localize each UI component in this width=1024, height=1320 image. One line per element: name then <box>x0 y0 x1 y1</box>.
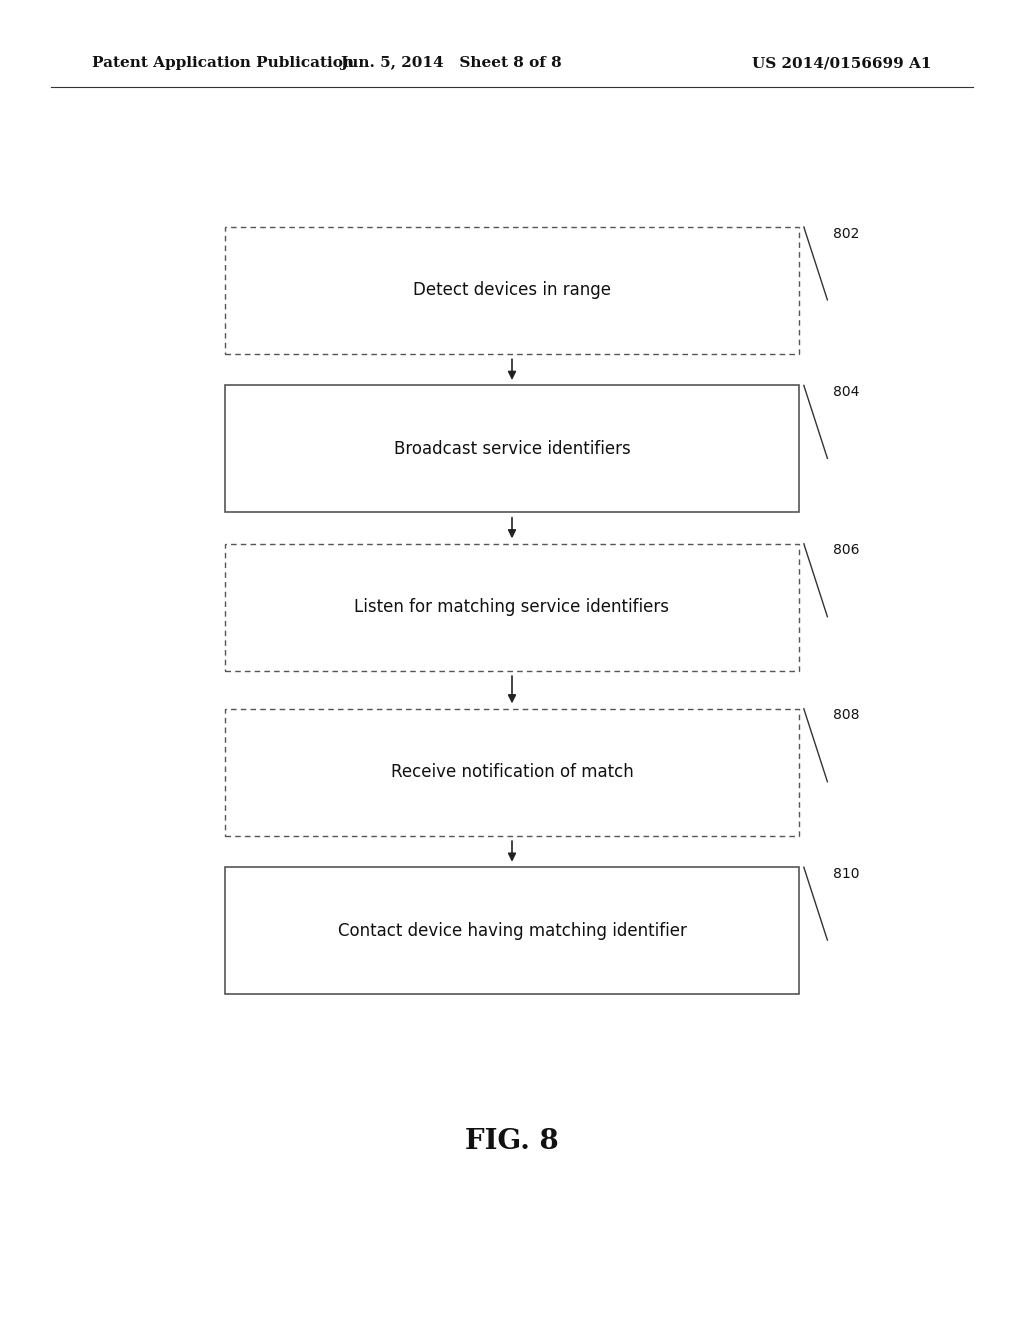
Text: US 2014/0156699 A1: US 2014/0156699 A1 <box>753 57 932 70</box>
Text: Jun. 5, 2014   Sheet 8 of 8: Jun. 5, 2014 Sheet 8 of 8 <box>340 57 561 70</box>
Text: 804: 804 <box>833 385 859 399</box>
Text: FIG. 8: FIG. 8 <box>465 1129 559 1155</box>
FancyBboxPatch shape <box>225 227 799 354</box>
Text: 806: 806 <box>833 544 859 557</box>
Text: 808: 808 <box>833 709 859 722</box>
FancyBboxPatch shape <box>225 709 799 836</box>
Text: 802: 802 <box>833 227 859 240</box>
FancyBboxPatch shape <box>225 385 799 512</box>
Text: Receive notification of match: Receive notification of match <box>390 763 634 781</box>
Text: 810: 810 <box>833 867 859 880</box>
Text: Patent Application Publication: Patent Application Publication <box>92 57 354 70</box>
FancyBboxPatch shape <box>225 867 799 994</box>
Text: Contact device having matching identifier: Contact device having matching identifie… <box>338 921 686 940</box>
Text: Detect devices in range: Detect devices in range <box>413 281 611 300</box>
Text: Broadcast service identifiers: Broadcast service identifiers <box>393 440 631 458</box>
Text: Listen for matching service identifiers: Listen for matching service identifiers <box>354 598 670 616</box>
FancyBboxPatch shape <box>225 544 799 671</box>
